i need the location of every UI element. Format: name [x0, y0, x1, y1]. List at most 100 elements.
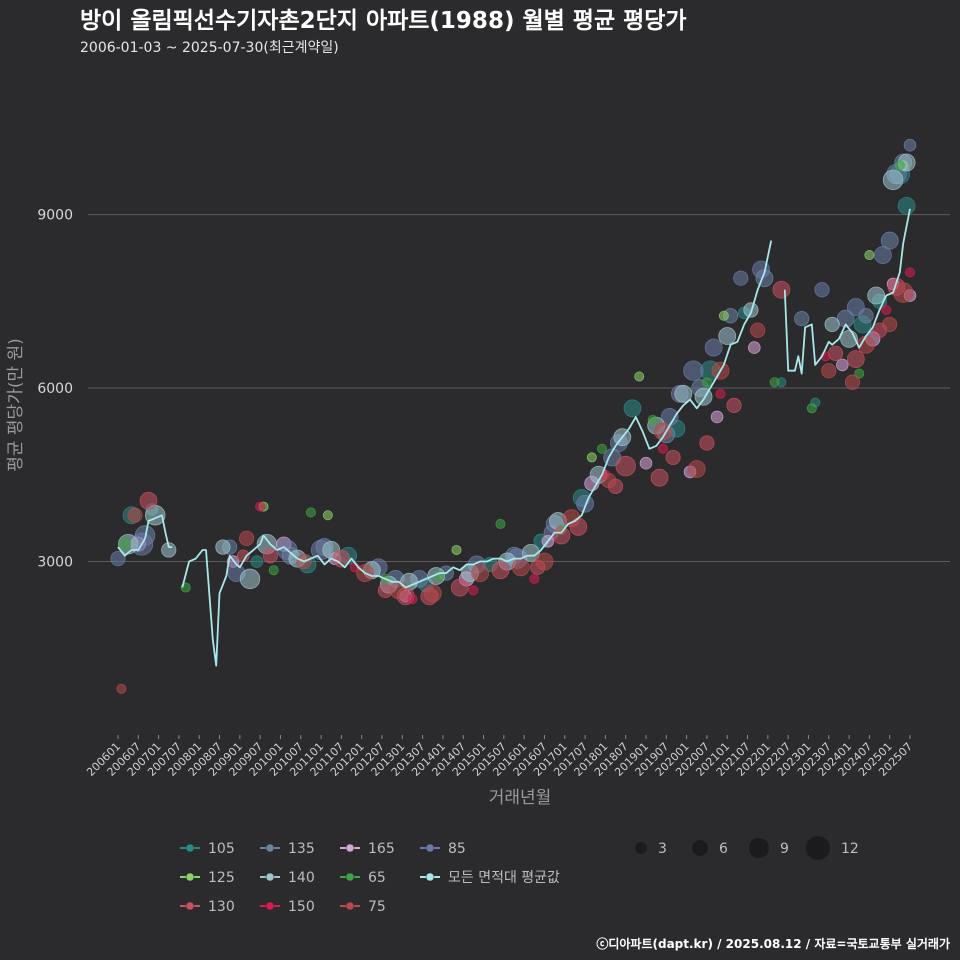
scatter-point-85: [733, 270, 749, 286]
scatter-point-150: [715, 388, 726, 399]
scatter-point-150: [905, 267, 916, 278]
x-axis-ticks: 2006012006072007012007072008012008072009…: [84, 735, 915, 779]
scatter-point-65: [701, 377, 712, 388]
legend-label: 75: [368, 899, 386, 915]
legend-item: 모든 면적대 평균값: [420, 870, 560, 886]
scatter-point-75: [390, 581, 408, 600]
y-tick-label: 6000: [37, 381, 73, 397]
scatter-point-165: [639, 456, 653, 470]
footer-credit: ⓒ디아파트(dapt.kr) / 2025.08.12 / 자료=국토교통부 실…: [596, 936, 950, 951]
y-tick-label: 9000: [37, 208, 73, 224]
y-axis-ticks: 3000 6000 9000: [37, 208, 73, 571]
legend-size-circle: [806, 836, 830, 860]
scatter-point-150: [657, 443, 668, 454]
legend-label: 모든 면적대 평균값: [448, 870, 560, 886]
average-line-segment: [117, 514, 173, 557]
chart-title: 방이 올림픽선수기자촌2단지 아파트(1988) 월별 평균 평당가: [80, 8, 687, 34]
scatter-point-135: [903, 138, 917, 152]
scatter-point-140: [867, 286, 886, 305]
average-line: [117, 208, 911, 667]
scatter-point-75: [562, 509, 581, 528]
scatter-point-75: [535, 552, 554, 571]
scatter-point-130: [450, 578, 469, 597]
scatter-point-65: [495, 518, 506, 529]
scatter-point-150: [468, 585, 479, 596]
scatter-point-105: [250, 555, 264, 568]
scatter-point-75: [127, 507, 143, 523]
legend-size-label: 3: [658, 841, 667, 857]
scatter-point-140: [824, 316, 840, 333]
legend-label: 130: [208, 899, 235, 915]
scatter-point-165: [748, 341, 761, 354]
scatter-point-130: [699, 435, 715, 451]
scatter-point-65: [854, 368, 865, 379]
scatter-points: [110, 138, 917, 694]
legend-size-circle: [635, 842, 647, 854]
scatter-point-165: [836, 358, 849, 372]
scatter-point-85: [683, 360, 704, 381]
legend-item: 125: [180, 870, 235, 886]
scatter-point-140: [718, 327, 737, 345]
scatter-point-130: [827, 345, 844, 361]
scatter-point-85: [704, 338, 723, 357]
scatter-point-65: [597, 443, 608, 454]
scatter-point-130: [139, 491, 158, 510]
legend-dot-swatch: [425, 843, 435, 853]
scatter-point-75: [750, 322, 766, 338]
scatter-point-75: [654, 422, 672, 441]
scatter-point-140: [239, 568, 261, 590]
scatter-point-125: [634, 371, 645, 382]
scatter-point-85: [576, 494, 594, 513]
scatter-point-75: [423, 584, 442, 603]
scatter-point-75: [687, 460, 706, 478]
scatter-point-130: [552, 526, 571, 545]
legend-item: 140: [260, 870, 315, 886]
legend-size-item: 9: [749, 838, 789, 858]
legend-size-label: 6: [719, 841, 728, 857]
scatter-point-140: [161, 542, 177, 558]
scatter-point-135: [880, 231, 899, 250]
legend-size-item: 3: [635, 841, 667, 857]
legend-label: 65: [368, 870, 386, 886]
scatter-point-125: [586, 452, 597, 463]
scatter-point-150: [407, 594, 418, 605]
scatter-point-130: [726, 397, 742, 413]
scatter-point-130: [650, 468, 669, 487]
scatter-point-150: [529, 573, 540, 584]
legend-dot-swatch: [345, 901, 355, 911]
legend-dot-swatch: [185, 872, 195, 882]
grid: [88, 214, 950, 563]
y-tick-label: 3000: [37, 555, 73, 571]
scatter-point-130: [846, 350, 865, 369]
legend-label: 135: [288, 841, 315, 857]
scatter-point-140: [215, 539, 231, 555]
legend-dot-swatch: [345, 872, 355, 882]
legend-dot-swatch: [425, 872, 435, 882]
scatter-point-65: [806, 403, 817, 414]
legend-label: 140: [288, 870, 315, 886]
scatter-point-75: [893, 282, 914, 303]
scatter-point-85: [110, 551, 126, 567]
scatter-point-75: [511, 558, 530, 577]
scatter-point-65: [268, 565, 279, 576]
scatter-point-65: [305, 507, 316, 518]
scatter-point-130: [665, 449, 681, 466]
scatter-point-85: [846, 298, 865, 316]
scatter-point-130: [262, 548, 278, 564]
scatter-point-75: [601, 472, 617, 489]
scatter-point-140: [522, 543, 540, 562]
scatter-point-125: [322, 510, 333, 521]
scatter-point-65: [894, 160, 905, 171]
legend-label: 125: [208, 870, 235, 886]
legend-size-label: 12: [841, 841, 859, 857]
legend-size-circle: [749, 838, 769, 858]
scatter-point-150: [255, 501, 266, 512]
scatter-point-105: [623, 399, 642, 418]
scatter-point-130: [615, 455, 636, 477]
legend-size-circle: [692, 840, 708, 856]
legend-dot-swatch: [265, 901, 275, 911]
scatter-point-105: [897, 196, 916, 215]
legend-size-label: 9: [780, 841, 789, 857]
legend-size-item: 12: [806, 836, 859, 860]
average-line-segment: [783, 208, 911, 375]
